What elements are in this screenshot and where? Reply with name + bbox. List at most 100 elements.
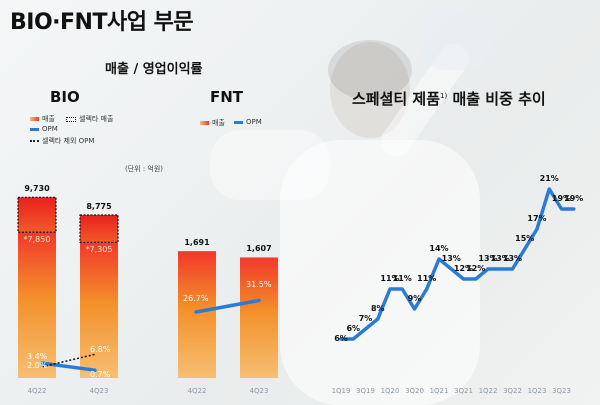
fnt-legend-sales-label: 매출 — [212, 119, 225, 127]
specialty-label-2Q23: 21% — [539, 174, 559, 183]
fnt-legend-swatch-opm — [234, 120, 243, 124]
specialty-point-3Q21 — [462, 277, 465, 281]
specialty-point-2Q20 — [400, 287, 404, 291]
specialty-label-2Q20: 11% — [392, 274, 412, 283]
specialty-label-1Q19: 6% — [334, 334, 348, 343]
legend-sales-label: 매출 — [42, 115, 55, 123]
legend-opm-label: OPM — [42, 125, 58, 133]
background-photo — [210, 10, 490, 405]
bio-bar-celltrion-4Q22 — [17, 196, 57, 233]
specialty-label-4Q21: 12% — [466, 264, 486, 273]
fnt-x-label-4Q23: 4Q23 — [249, 387, 269, 395]
bio-bar-sales-4Q23 — [80, 242, 118, 378]
bio-x-label-4Q23: 4Q23 — [89, 387, 109, 395]
specialty-point-3Q22 — [511, 267, 514, 271]
legend-celltrion: 셀렉타 매출 — [66, 114, 113, 124]
specialty-label-2Q21: 13% — [441, 254, 461, 263]
specialty-point-4Q19 — [376, 317, 380, 321]
bio-opm-ex-label-4Q22: 2.0% — [27, 360, 48, 370]
specialty-x-label-3Q19: 3Q19 — [356, 387, 375, 395]
bio-bar-celltrion-4Q23 — [79, 214, 119, 243]
bio-bar-sales-4Q22 — [18, 232, 56, 378]
fnt-opm-line — [194, 298, 261, 314]
specialty-point-1Q21 — [437, 257, 441, 261]
specialty-point-2Q22 — [498, 267, 502, 271]
specialty-x-label-1Q22: 1Q22 — [478, 387, 498, 395]
fnt-x-label-4Q22: 4Q22 — [187, 387, 207, 395]
fnt-legend-opm-label: OPM — [246, 118, 262, 126]
legend-swatch-opm-ex — [30, 140, 39, 142]
specialty-x-label-3Q21: 3Q21 — [454, 387, 473, 395]
legend-sales: 매출 — [30, 114, 55, 124]
fnt-opm-label-4Q22: 26.7% — [183, 294, 209, 303]
fnt-sales-label-4Q22: 1,691 — [184, 238, 210, 248]
specialty-point-4Q22 — [523, 247, 527, 251]
specialty-title: 스페셜티 제품1) 매출 비중 추이 — [352, 88, 546, 109]
specialty-point-2Q19 — [351, 337, 355, 341]
specialty-label-3Q22: 13% — [502, 254, 523, 263]
specialty-label-2Q22: 13% — [490, 254, 510, 263]
fnt-title: FNT — [210, 88, 244, 106]
unit-label: (단위 : 억원) — [125, 165, 164, 173]
specialty-label-1Q20: 11% — [380, 274, 400, 283]
specialty-point-1Q22 — [486, 267, 490, 271]
legend-swatch-sales — [30, 117, 39, 121]
bio-opm-label-4Q22: 3.4% — [27, 352, 48, 362]
legend-opm-ex: 셀렉타 제외 OPM — [30, 136, 94, 146]
fnt-opm-label-4Q23: 31.5% — [246, 280, 272, 290]
specialty-point-1Q19 — [339, 337, 343, 341]
specialty-title-text2: 매출 비중 추이 — [452, 90, 546, 108]
specialty-point-2Q21 — [449, 267, 453, 271]
specialty-label-1Q23: 17% — [527, 214, 547, 223]
bio-opm-ex-line — [41, 353, 96, 368]
specialty-x-label-1Q23: 1Q23 — [527, 387, 547, 395]
bio-sales-label-4Q23: *7,305 — [85, 245, 113, 255]
bio-title: BIO — [50, 88, 80, 106]
specialty-point-4Q21 — [474, 277, 478, 281]
specialty-point-3Q20 — [413, 307, 416, 311]
fnt-bar-sales-4Q23 — [240, 257, 278, 378]
specialty-point-4Q20 — [425, 287, 429, 291]
legend-celltrion-label: 셀렉타 매출 — [79, 115, 114, 123]
specialty-point-1Q20 — [388, 287, 392, 291]
specialty-point-2Q23 — [547, 187, 551, 191]
bio-x-label-4Q22: 4Q22 — [27, 387, 47, 395]
specialty-point-3Q19 — [364, 327, 367, 331]
specialty-x-label-3Q23: 3Q23 — [552, 387, 571, 395]
bio-opm-label-4Q23: 0.7% — [90, 370, 111, 380]
specialty-label-4Q23: 19% — [564, 194, 584, 203]
specialty-x-label-1Q20: 1Q20 — [380, 387, 400, 395]
legend-opm-ex-label: 셀렉타 제외 OPM — [42, 137, 95, 145]
fnt-legend-sales: 매출 — [200, 118, 225, 128]
fnt-legend-swatch-sales — [200, 121, 209, 125]
specialty-label-3Q20: 9% — [407, 294, 422, 303]
fnt-bar-sales-4Q22 — [178, 251, 216, 378]
specialty-line — [339, 187, 576, 341]
specialty-point-3Q23 — [560, 207, 563, 211]
specialty-x-label-3Q22: 3Q22 — [503, 387, 522, 395]
bio-sales-label-4Q22: *7,850 — [23, 235, 51, 245]
page-title: BIO·FNT사업 부문 — [10, 10, 194, 35]
bio-opm-ex-label-4Q23: 6.8% — [90, 345, 111, 355]
fnt-legend-opm: OPM — [234, 118, 262, 126]
legend-swatch-opm — [30, 127, 39, 131]
bio-total-label-4Q23: 8,775 — [86, 202, 112, 212]
specialty-point-4Q23 — [572, 207, 576, 211]
specialty-x-label-1Q21: 1Q21 — [429, 387, 449, 395]
legend-swatch-celltrion — [66, 116, 76, 122]
specialty-label-3Q23: 19% — [551, 194, 572, 203]
specialty-point-1Q23 — [535, 227, 539, 231]
page-subtitle: 매출 / 영업이익률 — [105, 62, 203, 77]
bio-total-label-4Q22: 9,730 — [24, 184, 50, 194]
specialty-label-4Q19: 8% — [370, 304, 385, 313]
specialty-label-4Q22: 15% — [515, 234, 535, 243]
specialty-label-1Q22: 13% — [478, 254, 498, 263]
specialty-label-2Q19: 6% — [346, 324, 361, 333]
specialty-label-4Q20: 11% — [417, 274, 437, 283]
specialty-title-text: 스페셜티 제품 — [352, 90, 441, 108]
specialty-label-3Q19: 7% — [358, 314, 373, 323]
fnt-sales-label-4Q23: 1,607 — [246, 244, 272, 254]
specialty-title-footnote: 1) — [440, 92, 448, 100]
